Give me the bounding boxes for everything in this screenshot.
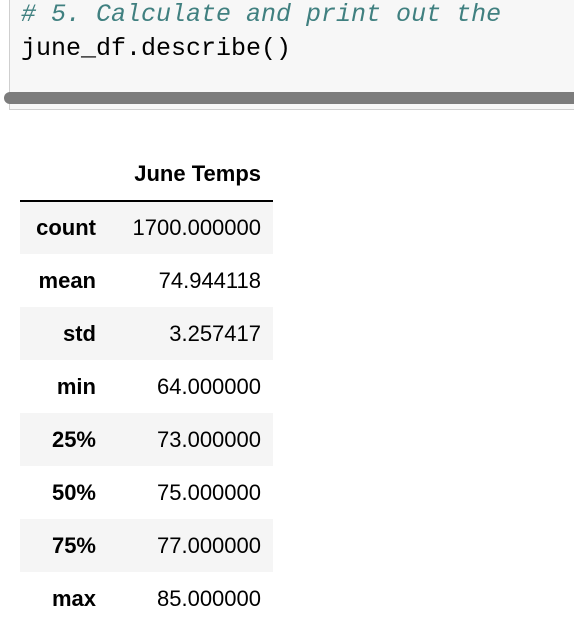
horizontal-scrollbar[interactable] bbox=[4, 92, 574, 104]
row-label: std bbox=[63, 320, 96, 346]
code-comment: # 5. Calculate and print out the bbox=[21, 0, 502, 29]
column-header-june-temps: June Temps bbox=[120, 148, 273, 202]
row-value: 3.257417 bbox=[169, 320, 261, 346]
table-row: 75% 77.000000 bbox=[20, 519, 273, 572]
table-row: count 1700.000000 bbox=[20, 201, 273, 254]
row-label: mean bbox=[38, 267, 96, 293]
table-header-row: June Temps bbox=[20, 148, 273, 202]
dataframe-output-table: June Temps count 1700.000000 mean 74.944… bbox=[20, 148, 273, 618]
code-statement: june_df.describe() bbox=[21, 34, 292, 63]
row-value: 75.000000 bbox=[157, 479, 261, 505]
row-label: count bbox=[36, 215, 96, 240]
row-value: 1700.000000 bbox=[132, 215, 261, 240]
table-row: mean 74.944118 bbox=[20, 254, 273, 307]
row-label: min bbox=[56, 373, 96, 399]
table-row: max 85.000000 bbox=[20, 572, 273, 618]
row-label: max bbox=[51, 585, 96, 611]
table-row: 25% 73.000000 bbox=[20, 413, 273, 466]
row-value: 64.000000 bbox=[157, 373, 261, 399]
table-row: 50% 75.000000 bbox=[20, 466, 273, 519]
code-cell-input[interactable]: # 5. Calculate and print out the june_df… bbox=[9, 0, 574, 110]
index-header bbox=[20, 148, 120, 202]
row-label: 75% bbox=[51, 532, 96, 558]
table-row: std 3.257417 bbox=[20, 307, 273, 360]
table-row: min 64.000000 bbox=[20, 360, 273, 413]
row-label: 25% bbox=[51, 426, 96, 452]
row-value: 77.000000 bbox=[157, 532, 261, 558]
row-value: 73.000000 bbox=[157, 426, 261, 452]
row-label: 50% bbox=[51, 479, 96, 505]
row-value: 74.944118 bbox=[158, 267, 261, 293]
row-value: 85.000000 bbox=[157, 585, 261, 611]
